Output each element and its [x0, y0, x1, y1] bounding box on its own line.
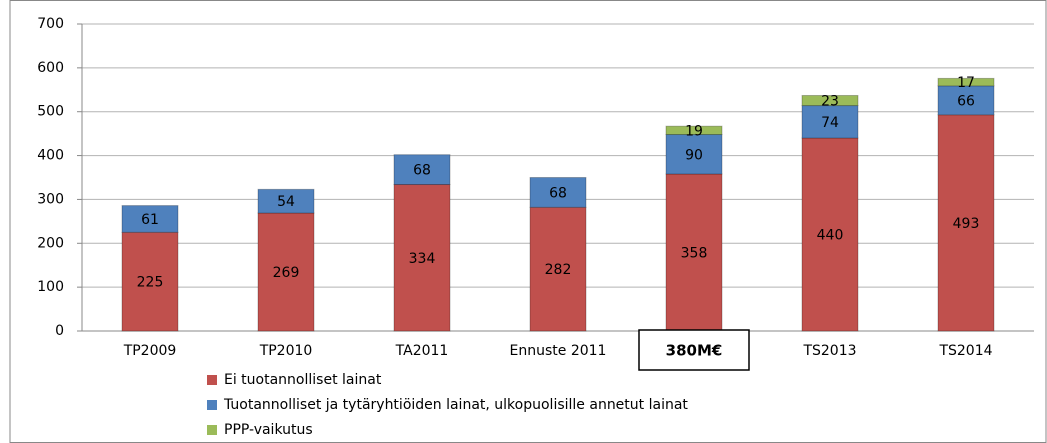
- y-tick-label: 0: [55, 323, 64, 339]
- x-tick-label: TA2011: [395, 343, 449, 359]
- bar-segment: [529, 177, 587, 208]
- annotation-box: [638, 329, 750, 371]
- legend-swatch: [207, 425, 217, 435]
- bar-segment: [393, 184, 451, 332]
- x-tick-label: TS2014: [938, 343, 992, 359]
- y-tick-label: 400: [37, 148, 64, 164]
- data-label: 225: [137, 275, 164, 291]
- x-tick-label: TP2009: [123, 343, 177, 359]
- y-tick-label: 600: [37, 60, 64, 76]
- data-label: 68: [413, 163, 431, 179]
- data-label: 74: [821, 115, 839, 131]
- bar-segment: [121, 205, 179, 233]
- bar-segment: [801, 105, 859, 139]
- legend-swatch: [207, 400, 217, 410]
- data-label: 19: [685, 123, 703, 139]
- legend-label: Tuotannolliset ja tytäryhtiöiden lainat,…: [223, 397, 688, 413]
- chart-frame: [9, 0, 1047, 443]
- data-label: 61: [141, 212, 159, 228]
- x-tick-label: TS2013: [802, 343, 856, 359]
- bar-segment: [529, 206, 587, 332]
- data-label: 358: [681, 245, 708, 261]
- bar-segment: [801, 94, 859, 107]
- data-label: 269: [273, 265, 300, 281]
- bar-segment: [665, 125, 723, 136]
- y-tick-label: 500: [37, 104, 64, 120]
- data-label: 66: [957, 93, 975, 109]
- x-tick-label: TP2010: [259, 343, 313, 359]
- bar-segment: [937, 114, 995, 332]
- legend-swatch: [207, 375, 217, 385]
- bar-segment: [937, 77, 995, 87]
- data-label: 282: [545, 262, 572, 278]
- data-label: 17: [957, 75, 975, 91]
- annotation: 380M€: [666, 342, 723, 360]
- bar-segment: [257, 188, 315, 214]
- bar-segment: [393, 154, 451, 186]
- bar-segment: [665, 173, 723, 332]
- bar-segment: [801, 137, 859, 332]
- bar-segment: [257, 212, 315, 332]
- y-tick-label: 700: [37, 16, 64, 32]
- legend-label: Ei tuotannolliset lainat: [224, 372, 382, 388]
- data-label: 440: [817, 228, 844, 244]
- y-tick-label: 300: [37, 191, 64, 207]
- bar-segment: [665, 134, 723, 175]
- data-label: 90: [685, 147, 703, 163]
- data-label: 54: [277, 194, 295, 210]
- data-label: 334: [409, 251, 436, 267]
- y-tick-label: 200: [37, 235, 64, 251]
- legend-label: PPP-vaikutus: [224, 422, 313, 438]
- x-tick-label: Ennuste 2011: [510, 343, 607, 359]
- y-tick-label: 100: [37, 279, 64, 295]
- data-label: 493: [953, 216, 980, 232]
- data-label: 68: [549, 185, 567, 201]
- data-label: 23: [821, 94, 839, 110]
